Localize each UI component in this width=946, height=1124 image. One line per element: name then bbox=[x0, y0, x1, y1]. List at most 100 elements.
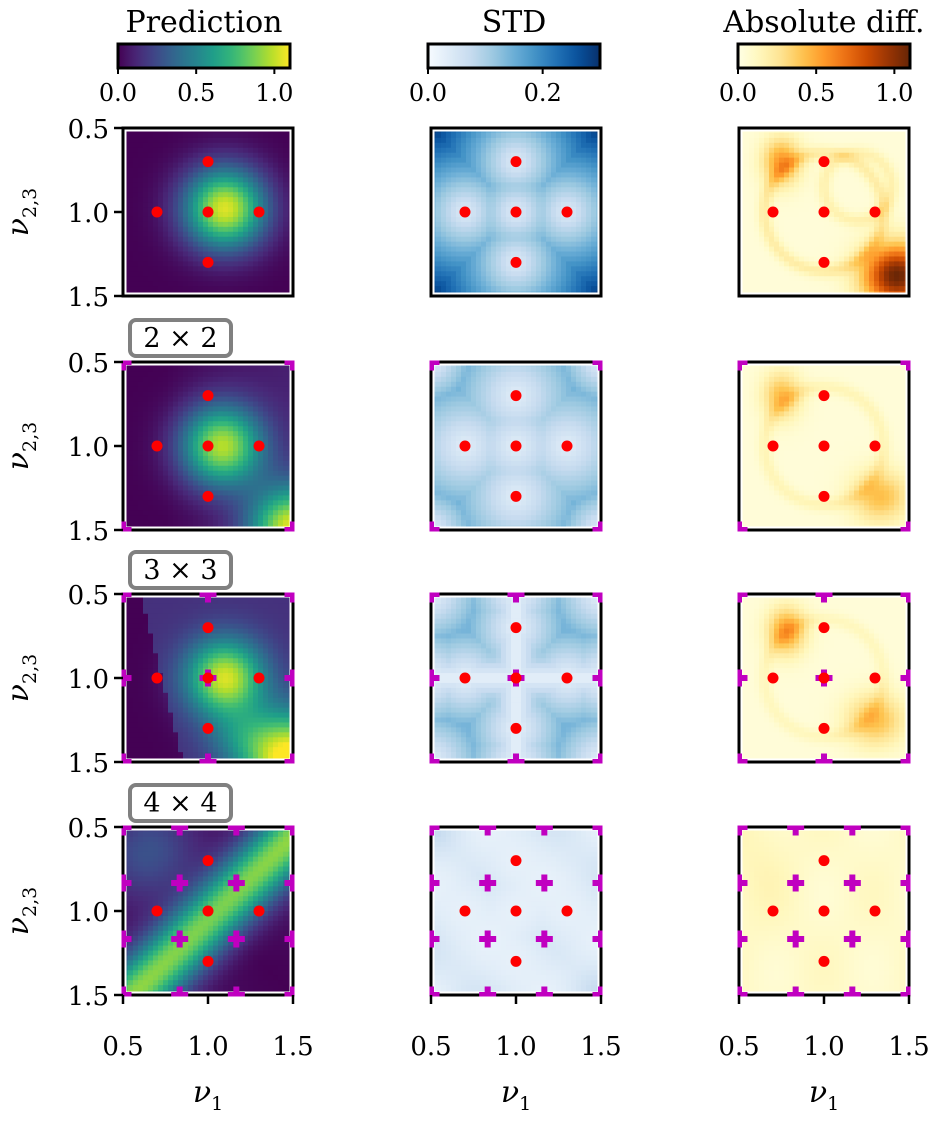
heatmap-cell bbox=[153, 431, 159, 437]
heatmap-cell bbox=[128, 406, 134, 413]
heatmap-cell bbox=[899, 216, 905, 223]
heatmap-cell bbox=[744, 197, 750, 203]
heatmap-cell bbox=[133, 286, 139, 292]
heatmap-cell bbox=[754, 192, 760, 198]
heatmap-cell bbox=[243, 416, 249, 422]
heatmap-cell bbox=[128, 187, 134, 193]
heatmap-cell bbox=[258, 485, 264, 492]
heatmap-cell bbox=[824, 192, 830, 198]
heatmap-cell bbox=[243, 132, 249, 139]
heatmap-cell bbox=[551, 152, 557, 159]
heatmap-cell bbox=[799, 147, 805, 154]
heatmap-cell bbox=[456, 421, 462, 427]
heatmap-cell bbox=[551, 157, 557, 164]
heatmap-cell bbox=[764, 271, 770, 277]
heatmap-cell bbox=[278, 212, 284, 218]
heatmap-cell bbox=[158, 396, 164, 403]
heatmap-cell bbox=[223, 391, 229, 398]
heatmap-cell bbox=[864, 261, 870, 267]
heatmap-cell bbox=[849, 172, 855, 179]
heatmap-cell bbox=[884, 132, 890, 139]
heatmap-cell bbox=[193, 231, 199, 238]
heatmap-cell bbox=[769, 177, 775, 183]
heatmap-cell bbox=[749, 276, 755, 282]
heatmap-cell bbox=[496, 286, 502, 292]
heatmap-cell bbox=[496, 226, 502, 233]
heatmap-cell bbox=[248, 480, 254, 487]
heatmap-cell bbox=[571, 187, 577, 193]
heatmap-cell bbox=[133, 152, 139, 159]
heatmap-cell bbox=[744, 187, 750, 193]
heatmap-cell bbox=[576, 226, 582, 233]
heatmap-cell bbox=[178, 152, 184, 159]
heatmap-cell bbox=[814, 241, 820, 248]
heatmap-cell bbox=[183, 271, 189, 277]
heatmap-cell bbox=[884, 202, 890, 208]
heatmap-cell bbox=[466, 276, 472, 282]
heatmap-cell bbox=[859, 261, 865, 267]
heatmap-cell bbox=[183, 490, 189, 497]
heatmap-cell bbox=[233, 411, 239, 417]
heatmap-cell bbox=[283, 202, 289, 208]
heatmap-cell bbox=[451, 396, 457, 403]
heatmap-cell bbox=[576, 207, 582, 213]
heatmap-cell bbox=[128, 460, 134, 467]
heatmap-cell bbox=[491, 226, 497, 233]
heatmap-cell bbox=[153, 510, 159, 516]
heatmap-cell bbox=[268, 157, 274, 164]
heatmap-cell bbox=[198, 495, 204, 501]
heatmap-cell bbox=[546, 256, 552, 263]
heatmap-cell bbox=[516, 197, 522, 203]
heatmap-cell bbox=[834, 152, 840, 159]
heatmap-cell bbox=[859, 256, 865, 263]
heatmap-cell bbox=[238, 495, 244, 501]
heatmap-cell bbox=[213, 162, 219, 169]
heatmap-cell bbox=[193, 197, 199, 203]
heatmap-cell bbox=[764, 137, 770, 144]
heatmap-cell bbox=[784, 212, 790, 218]
heatmap-cell bbox=[153, 157, 159, 164]
heatmap-cell bbox=[481, 162, 487, 169]
heatmap-cell bbox=[814, 187, 820, 193]
heatmap-cell bbox=[869, 192, 875, 198]
heatmap-cell bbox=[456, 231, 462, 238]
heatmap-cell bbox=[774, 157, 780, 164]
heatmap-cell bbox=[258, 520, 264, 526]
heatmap-cell bbox=[541, 182, 547, 188]
heatmap-cell bbox=[451, 187, 457, 193]
heatmap-cell bbox=[744, 246, 750, 253]
heatmap-cell bbox=[268, 411, 274, 417]
heatmap-cell bbox=[268, 446, 274, 452]
heatmap-cell bbox=[233, 192, 239, 198]
heatmap-cell bbox=[183, 231, 189, 238]
heatmap-cell bbox=[441, 157, 447, 164]
heatmap-cell bbox=[486, 152, 492, 159]
heatmap-cell bbox=[233, 266, 239, 272]
heatmap-cell bbox=[759, 197, 765, 203]
heatmap-cell bbox=[586, 236, 592, 243]
heatmap-cell bbox=[441, 401, 447, 408]
heatmap-cell bbox=[561, 286, 567, 292]
heatmap-cell bbox=[769, 236, 775, 243]
heatmap-cell bbox=[238, 246, 244, 253]
heatmap-cell bbox=[158, 157, 164, 164]
heatmap-cell bbox=[466, 401, 472, 408]
heatmap-cell bbox=[163, 406, 169, 413]
heatmap-cell bbox=[253, 142, 259, 149]
heatmap-cell bbox=[193, 221, 199, 228]
heatmap-cell bbox=[268, 386, 274, 393]
heatmap-cell bbox=[198, 167, 204, 174]
heatmap-cell bbox=[566, 216, 572, 223]
heatmap-cell bbox=[466, 192, 472, 198]
heatmap-cell bbox=[571, 207, 577, 213]
heatmap-cell bbox=[764, 261, 770, 267]
heatmap-cell bbox=[829, 202, 835, 208]
heatmap-cell bbox=[889, 281, 895, 287]
heatmap-cell bbox=[138, 182, 144, 188]
heatmap-cell bbox=[238, 441, 244, 447]
heatmap-cell bbox=[834, 241, 840, 248]
heatmap-cell bbox=[168, 460, 174, 467]
heatmap-cell bbox=[501, 197, 507, 203]
heatmap-cell bbox=[283, 192, 289, 198]
heatmap-cell bbox=[769, 167, 775, 174]
